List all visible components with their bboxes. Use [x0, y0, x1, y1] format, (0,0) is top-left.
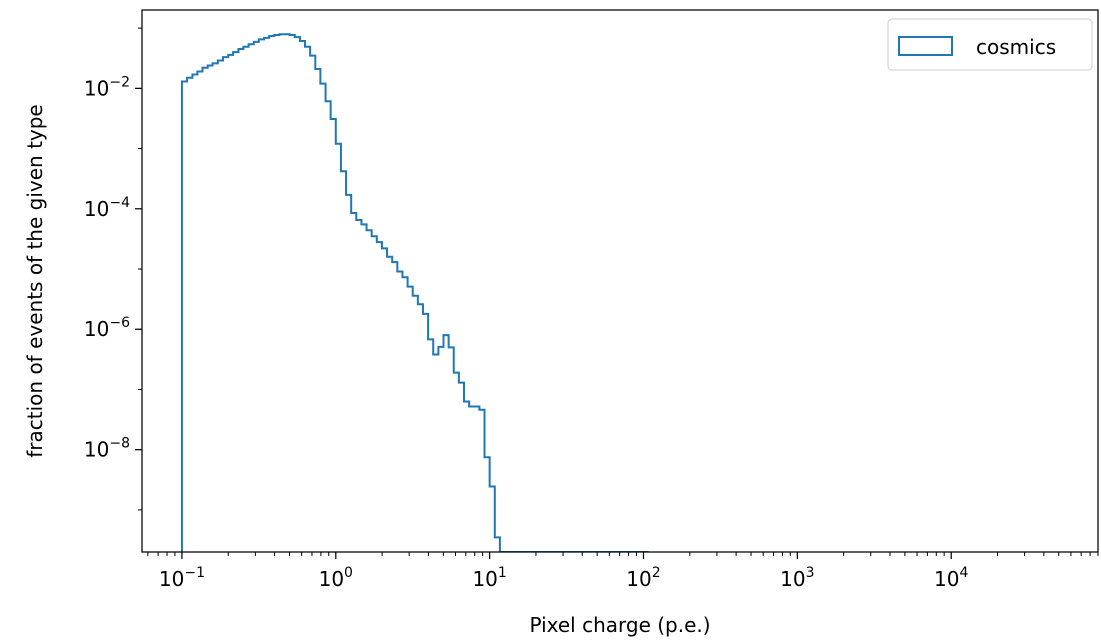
- x-tick-label: 104: [934, 565, 968, 591]
- legend-label: cosmics: [976, 35, 1056, 59]
- x-tick-label: 101: [472, 565, 506, 591]
- plot-area: [180, 33, 649, 552]
- series-cosmics-step: [180, 33, 649, 552]
- axes-frame: [141, 9, 1099, 553]
- x-axis-label: Pixel charge (p.e.): [529, 613, 710, 637]
- legend: cosmics: [887, 18, 1093, 71]
- x-tick-label: 100: [319, 565, 353, 591]
- ticks: [135, 27, 1099, 559]
- legend-frame: [887, 18, 1093, 71]
- x-tick-label: 10−1: [159, 565, 205, 591]
- y-tick-label: 10−4: [84, 195, 130, 221]
- y-tick-label: 10−8: [84, 436, 130, 462]
- tick-labels: 10−1 100 101 102 103 104 10−2 10−4 10−6 10−8: [84, 74, 969, 591]
- legend-swatch: [898, 36, 953, 56]
- y-axis-label: fraction of events of the given type: [23, 104, 47, 457]
- y-tick-label: 10−6: [84, 315, 130, 341]
- x-tick-label: 103: [780, 565, 814, 591]
- x-tick-label: 102: [626, 565, 660, 591]
- y-tick-label: 10−2: [84, 74, 130, 100]
